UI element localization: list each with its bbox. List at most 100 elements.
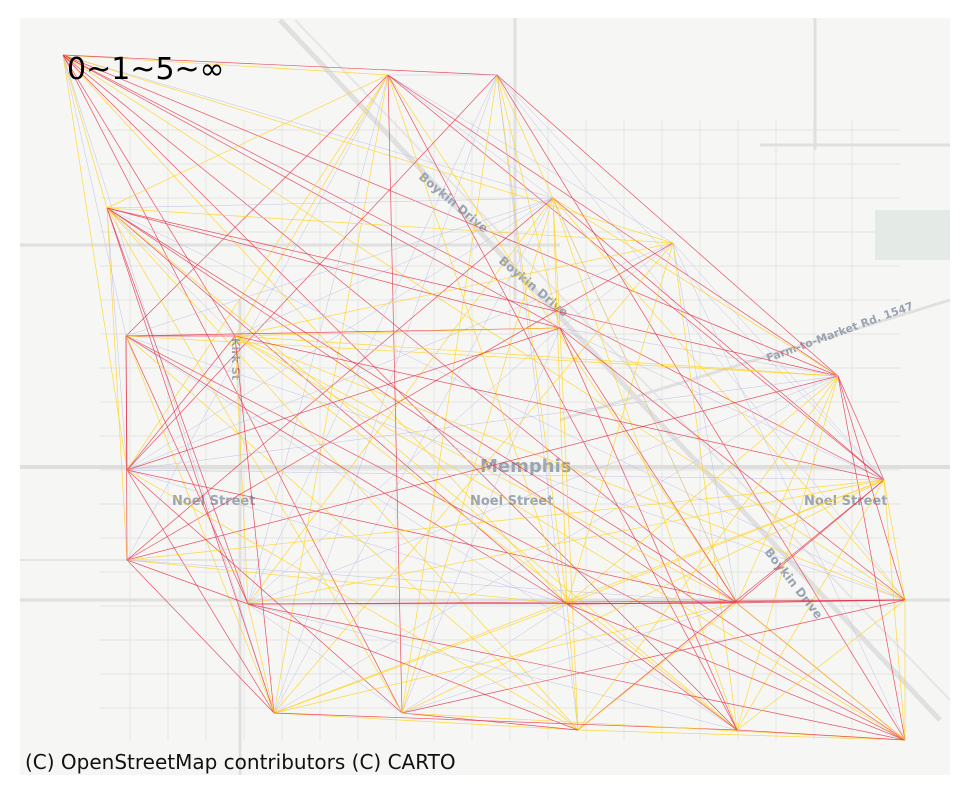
flow-line [577, 729, 906, 741]
flow-line [837, 375, 906, 741]
flow-line [672, 242, 885, 481]
flow-line [106, 207, 275, 714]
flow-line [736, 602, 906, 741]
flow-line [126, 469, 738, 604]
park-area [875, 210, 950, 260]
flow-line [247, 603, 403, 714]
flow-line [126, 559, 249, 605]
flow-line [552, 197, 738, 731]
flow-line [234, 335, 885, 481]
flow-line [126, 375, 839, 471]
flow-line [552, 197, 561, 329]
flow-line [401, 197, 554, 714]
flow-line [125, 335, 906, 741]
flow-line [273, 602, 738, 714]
flow-line [247, 327, 561, 605]
flow-line [126, 197, 554, 561]
flow-line [62, 54, 674, 244]
flow-line [552, 197, 738, 604]
flow-line [273, 712, 579, 731]
flow-line [62, 54, 554, 199]
flow-line [125, 335, 906, 601]
flow-line [106, 197, 554, 209]
flow-line [552, 197, 906, 601]
flow-line [62, 54, 389, 76]
road [559, 298, 951, 422]
flow-line [496, 74, 561, 329]
flow-line [126, 469, 885, 481]
flow-line [559, 242, 674, 329]
flow-line [387, 74, 885, 481]
flow-line [401, 712, 906, 741]
flow-line [126, 469, 579, 731]
flow-line [247, 603, 275, 714]
flow-line [559, 327, 885, 481]
flow-line [559, 327, 579, 731]
flow-line [387, 74, 738, 604]
flow-line [247, 603, 579, 731]
flow-line [234, 197, 554, 337]
flow-line [247, 74, 498, 605]
flow-line [126, 559, 568, 605]
flow-line [106, 207, 403, 714]
flow-line [736, 375, 839, 604]
flow-line [387, 74, 568, 605]
map-attribution: (C) OpenStreetMap contributors (C) CARTO [25, 750, 456, 774]
flow-line [401, 712, 579, 731]
flow-line [126, 375, 839, 561]
flow-line [387, 74, 738, 731]
flow-line [234, 335, 275, 714]
flow-line [234, 335, 738, 731]
flow-line [125, 335, 275, 714]
flow-line [106, 207, 738, 731]
flow-line [62, 54, 885, 481]
flow-line [496, 74, 839, 377]
flow-line [126, 327, 561, 471]
flow-line [837, 375, 885, 481]
street-label-noel-right: Noel Street [804, 494, 887, 509]
flow-line [125, 335, 128, 561]
flow-line [62, 54, 236, 337]
flow-line [559, 327, 738, 731]
flow-line [552, 197, 885, 481]
flow-line [736, 375, 839, 731]
flow-line [125, 197, 554, 337]
flow-line [62, 54, 561, 329]
flow-line [106, 74, 389, 209]
flow-line [672, 242, 738, 604]
flow-line [126, 469, 275, 714]
flow-line [106, 207, 128, 561]
flow-line [126, 559, 275, 714]
flow-line [106, 207, 561, 329]
flow-line [62, 54, 275, 714]
legend-title: 0~1~5~∞ [67, 52, 225, 87]
road [278, 18, 942, 722]
flow-line [106, 207, 839, 377]
flow-line [577, 602, 738, 731]
flow-line [401, 603, 568, 714]
flow-line [62, 54, 127, 337]
flow-line [126, 469, 403, 714]
flow-line [234, 335, 738, 604]
flow-line [837, 375, 906, 601]
flow-line [106, 207, 128, 471]
flow-line [62, 54, 128, 471]
flow-line [247, 479, 885, 605]
flow-line [106, 207, 906, 601]
flow-line [273, 197, 554, 714]
flow-line [273, 603, 568, 714]
flow-line [736, 479, 885, 731]
flow-line [566, 603, 579, 731]
flow-line [247, 603, 738, 731]
flow-line [883, 479, 906, 741]
flow-line [247, 599, 906, 605]
map-background [20, 18, 950, 775]
flow-line [234, 335, 249, 605]
flow-line [672, 242, 738, 731]
flow-line [559, 327, 738, 604]
flow-line [387, 74, 403, 714]
flow-line [126, 479, 885, 561]
flow-line [736, 599, 906, 604]
flow-line [125, 74, 389, 337]
